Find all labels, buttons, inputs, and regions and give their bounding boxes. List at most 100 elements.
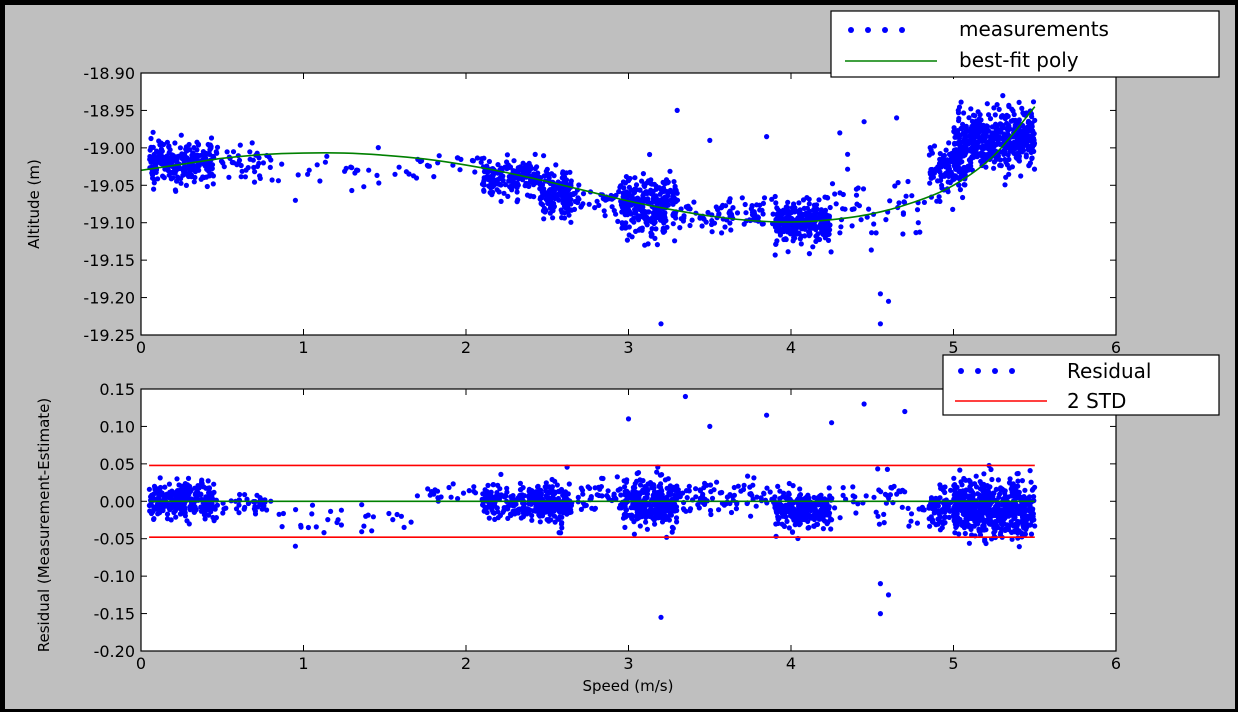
altitude-data-point [802, 226, 808, 232]
altitude-data-point [658, 197, 664, 203]
altitude-data-point [943, 147, 949, 153]
residual-data-point [644, 491, 650, 497]
altitude-data-point [812, 222, 818, 228]
residual-data-point [279, 524, 285, 530]
residual-data-point [672, 503, 679, 510]
residual-data-point [1023, 526, 1029, 533]
residual-data-point [797, 492, 804, 498]
residual-data-point [734, 501, 740, 507]
residual-data-point [448, 494, 454, 500]
altitude-data-point [431, 174, 437, 180]
residual-lines [149, 464, 1035, 539]
residual-data-point [562, 507, 569, 513]
altitude-data-point [532, 166, 538, 172]
residual-data-point [954, 507, 960, 513]
altitude-x-tick-label: 5 [948, 338, 958, 357]
altitude-outlier-point [658, 321, 664, 327]
residual-data-point [1022, 501, 1028, 507]
altitude-data-point [191, 179, 197, 185]
altitude-data-point [509, 179, 515, 185]
altitude-data-point [806, 251, 813, 257]
altitude-data-point [203, 150, 209, 156]
altitude-data-point [250, 157, 256, 163]
residual-data-point [935, 496, 941, 502]
residual-data-point [797, 486, 803, 492]
residual-data-point [931, 510, 937, 516]
altitude-data-point [670, 221, 676, 227]
residual-data-point [796, 522, 802, 528]
altitude-data-point [504, 166, 510, 172]
residual-data-point [782, 495, 789, 501]
residual-data-point [941, 515, 948, 521]
altitude-data-point [164, 160, 170, 166]
altitude-data-point [553, 162, 559, 168]
altitude-data-point [992, 130, 999, 136]
altitude-data-point [230, 160, 237, 166]
residual-data-point [946, 507, 952, 513]
altitude-data-point [840, 191, 846, 198]
altitude-data-point [960, 194, 966, 201]
residual-data-point [622, 524, 628, 531]
altitude-data-point [498, 182, 504, 188]
residual-data-point [888, 484, 894, 491]
residual-data-point [906, 523, 912, 529]
residual-data-point [853, 510, 859, 516]
altitude-outlier-point [674, 107, 680, 113]
residual-outlier-point [877, 611, 884, 617]
residual-data-point [198, 508, 204, 514]
residual-data-point [588, 495, 594, 501]
altitude-data-point [518, 166, 524, 173]
residual-data-point [207, 489, 213, 495]
residual-data-point [481, 508, 487, 514]
altitude-data-point [269, 177, 275, 183]
altitude-data-point [936, 194, 942, 200]
altitude-data-point [810, 244, 816, 250]
altitude-data-point [998, 163, 1004, 169]
residual-data-point [993, 486, 999, 492]
residual-data-point [617, 486, 623, 492]
residual-data-point [786, 525, 792, 531]
altitude-data-point [566, 212, 572, 218]
residual-data-point [963, 477, 969, 483]
residual-data-point [773, 533, 779, 539]
residual-data-point [675, 487, 681, 493]
residual-data-point [952, 530, 958, 536]
altitude-data-point [974, 124, 980, 130]
altitude-data-point [962, 182, 968, 188]
altitude-data-point [541, 153, 547, 159]
altitude-data-point [640, 171, 647, 177]
altitude-data-point [551, 173, 557, 179]
altitude-data-point [946, 140, 952, 146]
altitude-data-point [268, 157, 274, 163]
altitude-data-point [256, 155, 262, 161]
residual-data-point [386, 510, 392, 517]
altitude-data-point [994, 102, 1000, 108]
altitude-data-point [838, 224, 844, 230]
altitude-data-point [538, 200, 544, 207]
residual-legend-box [942, 354, 1220, 416]
altitude-data-point [375, 145, 381, 151]
altitude-data-point [540, 191, 546, 198]
altitude-data-point [751, 209, 757, 215]
residual-data-point [635, 470, 642, 476]
altitude-data-point [935, 167, 941, 173]
residual-data-point [1002, 494, 1009, 500]
residual-data-point [1017, 503, 1023, 509]
residual-outlier-point [829, 420, 835, 426]
residual-data-point [700, 491, 706, 497]
residual-data-point [494, 505, 500, 511]
residual-data-point [298, 524, 304, 530]
residual-data-point [952, 488, 958, 494]
altitude-data-point [804, 195, 810, 201]
residual-data-point [236, 502, 242, 508]
altitude-data-point [864, 214, 870, 220]
residual-data-point [1012, 484, 1018, 490]
altitude-data-point [734, 210, 741, 216]
altitude-data-point [672, 238, 678, 244]
residual-data-point [554, 482, 560, 488]
altitude-data-point [791, 235, 797, 241]
residual-data-point [181, 491, 187, 497]
altitude-data-point [1019, 145, 1025, 151]
altitude-data-point [540, 208, 547, 214]
residual-points [146, 393, 1038, 620]
